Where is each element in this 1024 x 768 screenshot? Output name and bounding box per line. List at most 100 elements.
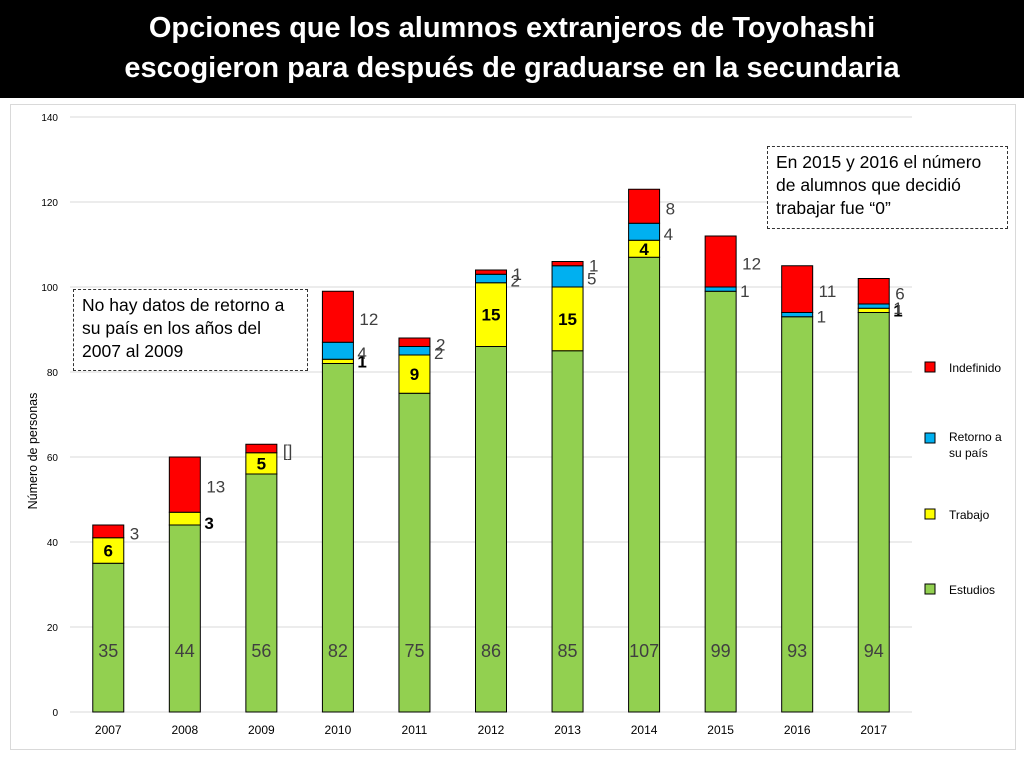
bar-estudios-2008: [168, 524, 201, 713]
data-label-indefinido-2017: 6: [895, 284, 904, 303]
y-tick-label: 40: [47, 538, 59, 549]
bar-retorno-2012: [475, 273, 507, 284]
bar-retorno-2010: [321, 341, 354, 360]
bar-estudios-2015: [704, 290, 737, 713]
bar-estudios-2014: [628, 256, 661, 713]
bar-trabajo-2013: [551, 286, 584, 352]
bar-indefinido-2016: [781, 265, 814, 313]
bar-estudios-2010: [321, 363, 354, 713]
data-label-estudios-2012: 86: [481, 641, 501, 661]
data-label-retorno-2017: 1: [893, 299, 902, 318]
data-label-estudios-2010: 82: [328, 641, 348, 661]
data-label-trabajo-2010: 1: [357, 353, 366, 372]
legend-swatch: [924, 432, 936, 444]
legend-swatch: [924, 361, 936, 373]
y-tick-label: 60: [47, 453, 59, 464]
y-tick-label: 120: [41, 198, 58, 209]
bar-trabajo-2011: [398, 354, 431, 394]
bar-trabajo-2017: [857, 307, 890, 313]
bar-indefinido-2013: [551, 261, 584, 267]
y-tick-label: 20: [47, 623, 59, 634]
legend-label: Retorno a su país: [949, 430, 1002, 460]
data-label-trabajo-2008: 3: [204, 514, 213, 533]
bar-retorno-2014: [628, 222, 661, 241]
x-tick-label-2015: 2015: [707, 723, 734, 737]
bar-estudios-2016: [781, 316, 814, 713]
bar-indefinido-2009: [245, 443, 278, 454]
bar-estudios-2017: [857, 312, 890, 713]
data-label-trabajo-2007: 6: [104, 542, 113, 561]
bar-indefinido-2017: [857, 278, 890, 305]
x-tick-label-2008: 2008: [171, 723, 198, 737]
bar-estudios-2012: [475, 346, 507, 713]
x-tick-label-2016: 2016: [784, 723, 811, 737]
data-label-indefinido-2015: 12: [742, 255, 761, 274]
data-label-indefinido-2014: 8: [666, 199, 675, 218]
data-label-indefinido-2016: 11: [819, 282, 837, 301]
y-tick-label: 100: [41, 283, 58, 294]
data-label-estudios-2009: 56: [251, 641, 271, 661]
bar-trabajo-2007: [92, 537, 125, 564]
y-axis-label: Número de personas: [26, 393, 40, 510]
data-label-estudios-2013: 85: [558, 641, 578, 661]
note-no-return-data: No hay datos de retorno a su país en los…: [73, 289, 308, 371]
data-label-retorno-2010: 4: [357, 344, 366, 363]
legend-swatch: [924, 508, 936, 520]
y-tick-label: 140: [41, 113, 58, 124]
data-label-trabajo-2014: 4: [639, 240, 649, 259]
bar-retorno-2017: [857, 303, 890, 309]
bar-trabajo-2008: [168, 511, 201, 526]
data-label-retorno-2014: 4: [664, 225, 673, 244]
bar-estudios-2011: [398, 392, 431, 713]
data-label-retorno-2015: 1: [740, 282, 749, 301]
data-label-estudios-2015: 99: [711, 641, 731, 661]
slide-title: Opciones que los alumnos extranjeros de …: [0, 0, 1024, 98]
x-tick-label-2010: 2010: [325, 723, 352, 737]
data-label-estudios-2008: 44: [175, 641, 195, 661]
data-label-estudios-2017: 94: [864, 641, 884, 661]
bar-trabajo-2010: [321, 358, 354, 364]
data-label-retorno-2016: 1: [817, 308, 826, 327]
data-label-trabajo-2009: 5: [257, 454, 266, 473]
title-line-1: Opciones que los alumnos extranjeros de …: [148, 12, 876, 44]
data-label-retorno-2011: 2: [434, 344, 443, 363]
data-label-estudios-2016: 93: [787, 641, 807, 661]
bar-indefinido-2011: [398, 337, 431, 347]
data-label-indefinido-2009: []: [283, 442, 292, 461]
bar-retorno-2016: [781, 312, 814, 318]
bar-retorno-2011: [398, 346, 431, 356]
bar-indefinido-2008: [168, 456, 201, 513]
bar-indefinido-2014: [628, 188, 661, 224]
x-tick-label-2014: 2014: [631, 723, 658, 737]
bar-estudios-2009: [245, 473, 278, 713]
data-label-indefinido-2011: 2: [436, 335, 445, 354]
bar-retorno-2013: [551, 265, 584, 288]
bar-trabajo-2012: [475, 282, 507, 347]
data-label-indefinido-2010: 12: [359, 310, 378, 329]
data-label-indefinido-2007: 3: [130, 524, 139, 543]
bar-estudios-2013: [551, 350, 584, 713]
x-tick-label-2013: 2013: [554, 723, 581, 737]
legend-label: Estudios: [949, 583, 995, 597]
x-tick-label-2007: 2007: [95, 723, 122, 737]
data-label-indefinido-2012: 1: [513, 265, 522, 284]
x-tick-label-2009: 2009: [248, 723, 275, 737]
x-tick-label-2011: 2011: [402, 723, 428, 737]
bar-estudios-2007: [92, 562, 125, 713]
data-label-trabajo-2011: 9: [410, 365, 419, 384]
note-no-work-2015-2016: En 2015 y 2016 el número de alumnos que …: [767, 146, 1008, 229]
x-tick-label-2017: 2017: [860, 723, 887, 737]
legend-swatch: [924, 583, 936, 595]
data-label-estudios-2014: 107: [629, 641, 659, 661]
data-label-trabajo-2013: 15: [558, 310, 577, 329]
data-label-indefinido-2013: 1: [589, 257, 598, 276]
bar-indefinido-2007: [92, 524, 125, 539]
y-tick-label: 0: [52, 708, 58, 719]
legend-label: Indefinido: [949, 361, 1001, 375]
legend-label: Trabajo: [949, 508, 990, 522]
x-tick-label-2012: 2012: [478, 723, 505, 737]
data-label-retorno-2013: 5: [587, 269, 596, 288]
y-tick-label: 80: [47, 368, 59, 379]
data-label-trabajo-2017: 1: [893, 302, 902, 321]
